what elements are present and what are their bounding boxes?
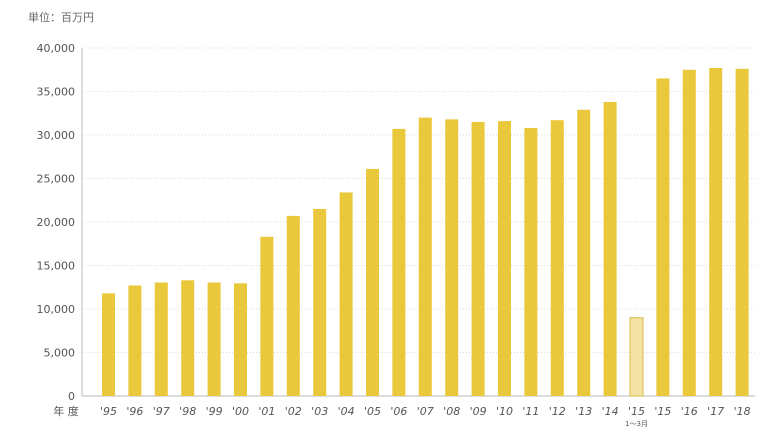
x-tick-label: '07 xyxy=(417,405,434,418)
bar xyxy=(339,192,353,396)
x-tick-label: '95 xyxy=(100,405,117,418)
x-tick-label: '03 xyxy=(311,405,328,418)
y-tick-label: 30,000 xyxy=(37,129,76,142)
x-tick-label: '01 xyxy=(258,405,275,418)
x-tick-label: '17 xyxy=(707,405,724,418)
y-tick-label: 0 xyxy=(68,390,75,403)
x-tick-label: '16 xyxy=(681,405,698,418)
x-tick-label: '98 xyxy=(179,405,196,418)
bar xyxy=(524,128,538,397)
x-tick-label: '04 xyxy=(338,405,355,418)
y-tick-label: 20,000 xyxy=(37,216,76,229)
y-tick-label: 10,000 xyxy=(37,303,76,316)
x-tick-label: '18 xyxy=(734,405,751,418)
x-tick-label: '10 xyxy=(496,405,513,418)
bar xyxy=(154,282,168,396)
bar xyxy=(656,78,670,396)
x-tick-label: '05 xyxy=(364,405,381,418)
bar xyxy=(471,121,485,396)
x-tick-label: '99 xyxy=(206,405,223,418)
x-tick-label: '09 xyxy=(470,405,487,418)
bar xyxy=(366,168,379,396)
bar xyxy=(709,68,723,396)
x-tick-label: '00 xyxy=(232,405,249,418)
x-tick-label: '08 xyxy=(443,405,460,418)
bar xyxy=(682,69,696,396)
bar xyxy=(603,101,617,396)
x-tick-label: '13 xyxy=(575,405,592,418)
x-tick-label: '02 xyxy=(285,405,302,418)
x-tick-label: '12 xyxy=(549,405,566,418)
x-tick-label: '15 xyxy=(628,405,645,418)
bar xyxy=(418,117,432,396)
bar xyxy=(735,68,749,396)
unit-label: 単位：百万円 xyxy=(28,11,94,24)
y-tick-label: 40,000 xyxy=(37,42,76,55)
y-tick-label: 25,000 xyxy=(37,173,76,186)
x-axis-title: 年 度 xyxy=(53,404,79,418)
y-tick-label: 15,000 xyxy=(37,260,76,273)
bar xyxy=(392,128,406,396)
bar xyxy=(445,119,459,396)
x-tick-label: '15 xyxy=(654,405,671,418)
bar xyxy=(286,215,300,396)
y-tick-label: 35,000 xyxy=(37,86,76,99)
bar xyxy=(313,208,327,396)
bar xyxy=(498,121,511,396)
x-tick-label: '11 xyxy=(522,405,539,418)
bar xyxy=(234,283,247,396)
x-tick-note: 1〜3月 xyxy=(625,420,648,428)
x-tick-label: '06 xyxy=(390,405,407,418)
y-tick-label: 5,000 xyxy=(44,347,76,360)
x-tick-label: '97 xyxy=(153,405,170,418)
x-tick-label: '96 xyxy=(126,405,143,418)
bar xyxy=(102,293,115,396)
bar xyxy=(629,317,644,397)
bar xyxy=(260,236,274,396)
bar xyxy=(550,120,564,397)
bar xyxy=(577,109,591,397)
bar xyxy=(128,285,142,396)
x-tick-label: '14 xyxy=(602,405,619,418)
bar xyxy=(181,280,195,396)
bar xyxy=(207,282,221,396)
